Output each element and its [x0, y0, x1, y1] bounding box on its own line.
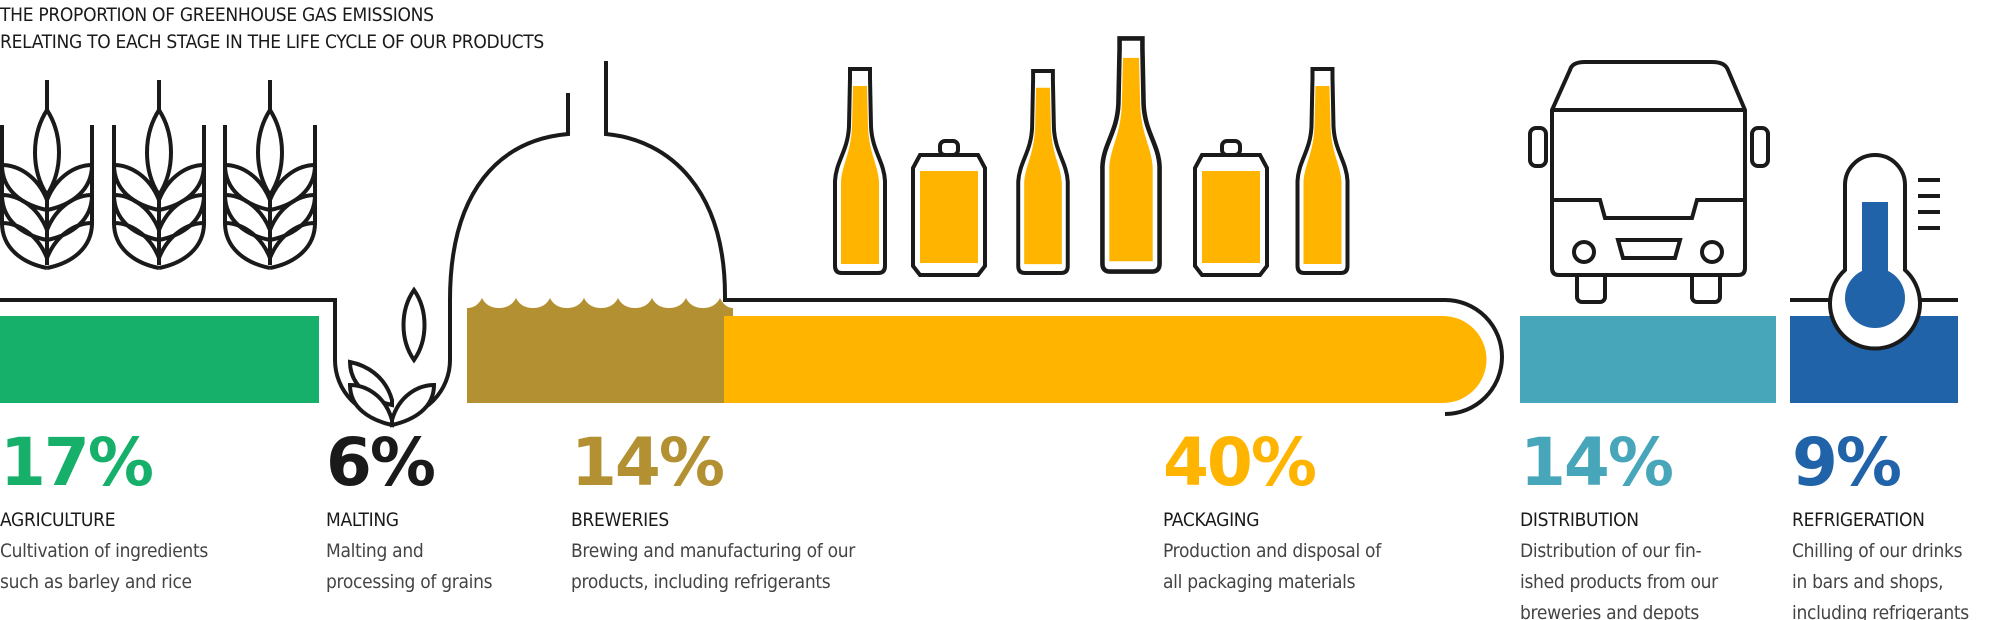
infographic-title: THE PROPORTION OF GREENHOUSE GAS EMISSIO… — [0, 2, 544, 56]
stage-description: Cultivation of ingredients such as barle… — [0, 540, 208, 593]
percent-value: 14% — [1520, 424, 1674, 501]
stage-description: Chilling of our drinks in bars and shops… — [1792, 540, 1969, 620]
wheat-icon — [0, 78, 317, 270]
percent-value: 17% — [0, 424, 154, 501]
stage-description: Distribution of our fin- ished products … — [1520, 540, 1718, 620]
stage-malting: 6% MALTING Malting and processing of gra… — [326, 424, 493, 598]
distribution-bar — [1520, 316, 1776, 403]
stage-label: BREWERIES — [571, 509, 669, 531]
bottles-and-cans-icon — [833, 38, 1348, 277]
title-line-1: THE PROPORTION OF GREENHOUSE GAS EMISSIO… — [0, 4, 434, 26]
agriculture-bar — [0, 316, 319, 403]
stage-distribution: 14% DISTRIBUTION Distribution of our fin… — [1520, 428, 1718, 620]
stage-refrigeration: 9% REFRIGERATION Chilling of our drinks … — [1792, 428, 1969, 620]
stage-label: PACKAGING — [1163, 509, 1260, 531]
percent-value: 6% — [326, 424, 436, 501]
thermometer-icon — [1828, 153, 1940, 351]
stage-label: MALTING — [326, 509, 399, 531]
grain-sprout-icon — [347, 286, 437, 428]
truck-icon — [1528, 60, 1770, 304]
percent-value: 14% — [571, 424, 725, 501]
percent-value: 9% — [1792, 424, 1902, 501]
packaging-bar — [724, 316, 1487, 403]
stage-label: DISTRIBUTION — [1520, 509, 1639, 531]
stage-description: Brewing and manufacturing of our product… — [571, 540, 856, 593]
percent-value: 40% — [1163, 424, 1317, 501]
stage-description: Malting and processing of grains — [326, 540, 493, 593]
stage-label: REFRIGERATION — [1792, 509, 1925, 531]
stage-breweries: 14% BREWERIES Brewing and manufacturing … — [571, 428, 855, 598]
title-line-2: RELATING TO EACH STAGE IN THE LIFE CYCLE… — [0, 31, 544, 53]
stage-packaging: 40% PACKAGING Production and disposal of… — [1163, 428, 1381, 598]
process-pipeline-outline — [0, 61, 1504, 420]
breweries-bar — [467, 298, 733, 403]
stage-agriculture: 17% AGRICULTURE Cultivation of ingredien… — [0, 428, 208, 598]
stage-description: Production and disposal of all packaging… — [1163, 540, 1381, 593]
stage-label: AGRICULTURE — [0, 509, 116, 531]
